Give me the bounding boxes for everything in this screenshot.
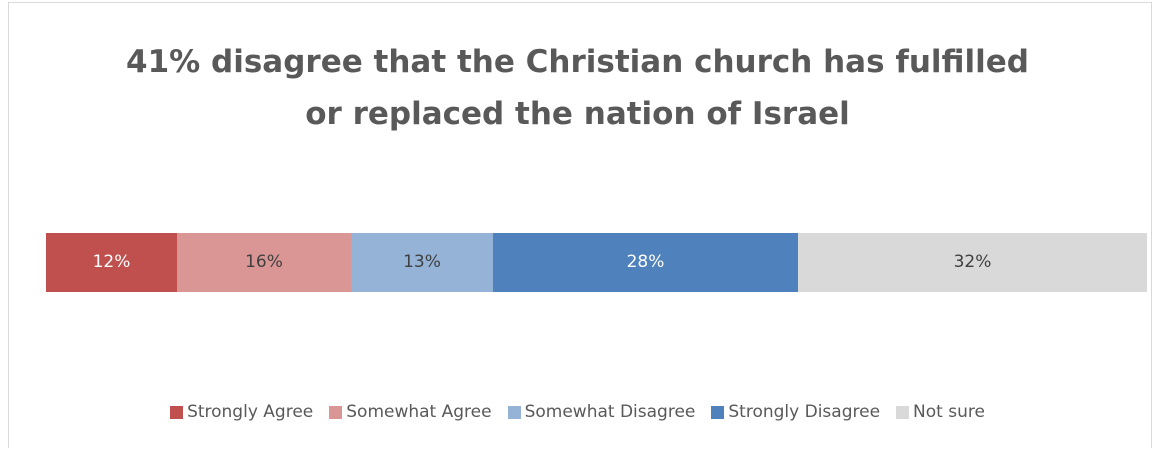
bar-segment-5 bbox=[798, 233, 1147, 292]
bar-segment-3 bbox=[351, 233, 493, 292]
legend-item-4: Strongly Disagree bbox=[711, 402, 880, 422]
chart-legend: Strongly Agree Somewhat Agree Somewhat Dis… bbox=[0, 398, 1155, 426]
legend-item-2: Somewhat Agree bbox=[329, 402, 492, 422]
legend-label-4: Strongly Disagree bbox=[728, 402, 881, 422]
stacked-bar: 12% 16% 13% 28% 32% bbox=[46, 233, 1147, 292]
legend-label-3: Somewhat Disagree bbox=[524, 402, 696, 422]
legend-swatch-3 bbox=[507, 405, 521, 419]
chart-title: 41% disagree that the Christian church h… bbox=[0, 36, 1155, 140]
bar-segment-1 bbox=[46, 233, 177, 292]
legend-label-5: Not sure bbox=[913, 402, 985, 422]
chart-frame bbox=[8, 2, 1152, 448]
legend-label-1: Strongly Agree bbox=[187, 402, 314, 422]
legend-swatch-1 bbox=[170, 405, 184, 419]
chart-title-line-1: 41% disagree that the Christian church h… bbox=[126, 44, 1029, 80]
chart-title-line-2: or replaced the nation of Israel bbox=[305, 96, 850, 132]
legend-item-3: Somewhat Disagree bbox=[507, 402, 696, 422]
legend-label-2: Somewhat Agree bbox=[346, 402, 492, 422]
bar-segment-2 bbox=[177, 233, 351, 292]
legend-swatch-4 bbox=[711, 405, 725, 419]
legend-item-1: Strongly Agree bbox=[170, 402, 313, 422]
legend-item-5: Not sure bbox=[896, 402, 985, 422]
legend-swatch-5 bbox=[896, 405, 910, 419]
bar-segment-4 bbox=[493, 233, 798, 292]
legend-swatch-2 bbox=[329, 405, 343, 419]
